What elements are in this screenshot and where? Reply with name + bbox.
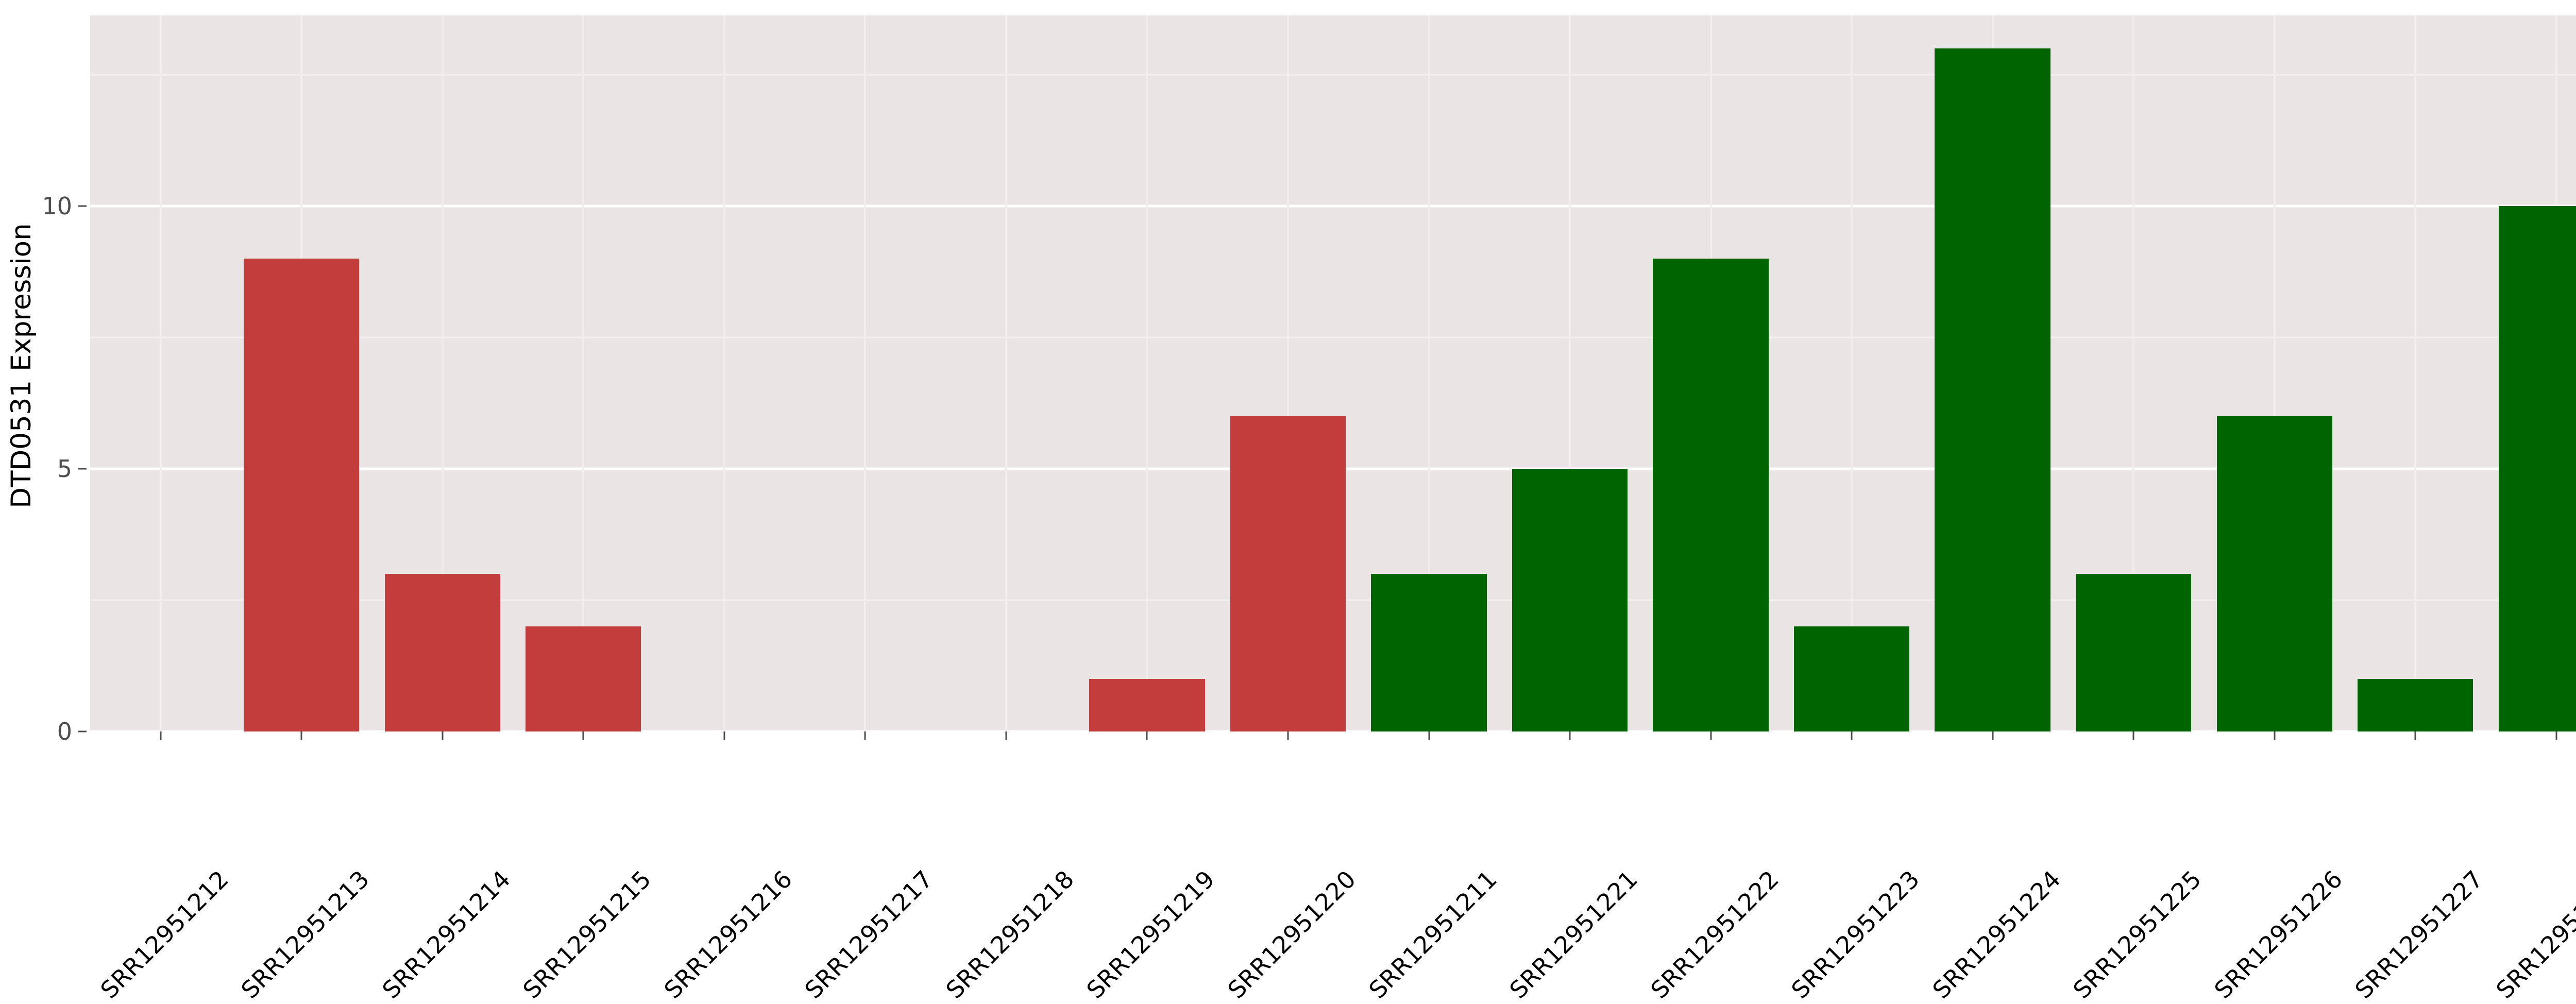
x-tick-label-text: SRR12951217 <box>799 865 939 1004</box>
x-tick-label: SRR12951214 <box>377 746 635 1004</box>
bar <box>1653 259 1769 731</box>
x-tick-label-text: SRR12951222 <box>1645 865 1784 1004</box>
gridline-vertical <box>2273 15 2276 731</box>
x-tick-label-text: SRR12951216 <box>658 865 798 1004</box>
gridline-vertical <box>723 15 725 731</box>
x-tick-mark <box>723 731 725 740</box>
gridline-horizontal-minor <box>90 336 2576 338</box>
y-tick-label: 0 <box>57 718 72 745</box>
bar-chart-figure: DTD0531 Expression 0 5 10 SRR12951212 SRR12… <box>5 15 2576 1004</box>
gridline-vertical <box>159 15 162 731</box>
x-tick-label-text: SRR12951211 <box>1363 865 1502 1004</box>
bar <box>1512 469 1628 731</box>
bar <box>384 574 500 731</box>
x-tick-label: SRR12951227 <box>2350 746 2576 1004</box>
bar <box>1371 574 1487 731</box>
x-tick-label: SRR12951212 <box>95 746 353 1004</box>
x-tick-mark <box>582 731 584 740</box>
x-tick-label: SRR12951213 <box>236 746 494 1004</box>
y-tick-label: 10 <box>42 192 72 220</box>
x-tick-label: SRR12951216 <box>658 746 917 1004</box>
x-tick-label: SRR12951225 <box>2068 746 2326 1004</box>
x-tick-mark <box>864 731 866 740</box>
bar <box>244 259 360 731</box>
bar <box>1089 679 1205 731</box>
x-tick-label: SRR12951220 <box>1222 746 1481 1004</box>
x-tick-label: SRR12951215 <box>518 746 776 1004</box>
x-tick-label: SRR12951224 <box>1927 746 2185 1004</box>
gridline-vertical <box>2414 15 2417 731</box>
x-tick-label-text: SRR12951214 <box>377 865 516 1004</box>
gridline-vertical <box>864 15 867 731</box>
x-tick-label-text: SRR12951221 <box>1504 865 1643 1004</box>
gridline-vertical <box>1146 15 1148 731</box>
bar <box>1935 48 2050 731</box>
x-tick-label-text: SRR12951215 <box>517 865 657 1004</box>
x-tick-label-text: SRR12951219 <box>1081 865 1221 1004</box>
x-tick-label-text: SRR12951227 <box>2349 865 2489 1004</box>
x-tick-mark <box>1287 731 1289 740</box>
x-tick-label-text: SRR12951225 <box>2067 865 2207 1004</box>
gridline-vertical <box>2132 15 2135 731</box>
gridline-vertical <box>1005 15 1007 731</box>
x-tick-label: SRR12951211 <box>1363 746 1621 1004</box>
x-tick-mark <box>2555 731 2557 740</box>
gridline-vertical <box>1428 15 1430 731</box>
x-tick-mark <box>1569 731 1571 740</box>
x-tick-label-text: SRR12951220 <box>1222 865 1362 1004</box>
x-tick-mark <box>2274 731 2276 740</box>
x-tick-label-text: SRR12951223 <box>1786 865 1925 1004</box>
bar <box>2075 574 2192 731</box>
x-tick-label-text: SRR12951228 <box>2490 865 2576 1004</box>
x-tick-label: SRR12951222 <box>1645 746 1903 1004</box>
gridline-horizontal-minor <box>90 74 2576 76</box>
bar <box>2358 679 2473 731</box>
x-tick-mark <box>1851 731 1853 740</box>
gridline-vertical <box>1286 15 1289 731</box>
y-axis-label: DTD0531 Expression <box>5 223 37 508</box>
y-tick-mark <box>78 205 87 207</box>
x-tick-label: SRR12951218 <box>940 746 1199 1004</box>
x-tick-label: SRR12951219 <box>1081 746 1340 1004</box>
gridline-vertical <box>582 15 585 731</box>
x-tick-mark <box>1005 731 1007 740</box>
gridline-vertical <box>1851 15 1853 731</box>
x-tick-mark <box>1710 731 1712 740</box>
bar <box>1230 416 1346 731</box>
bar <box>526 626 641 731</box>
x-tick-mark <box>2132 731 2134 740</box>
x-tick-label: SRR12951221 <box>1504 746 1762 1004</box>
bar <box>2498 206 2576 731</box>
plot-panel <box>90 15 2576 731</box>
x-tick-label: SRR12951223 <box>1786 746 2044 1004</box>
y-tick-mark <box>78 468 87 470</box>
bar <box>1793 626 1910 731</box>
x-tick-mark <box>442 731 444 740</box>
x-tick-label-text: SRR12951213 <box>235 865 375 1004</box>
x-tick-mark <box>300 731 302 740</box>
bar <box>2216 416 2332 731</box>
y-tick-mark <box>78 730 87 733</box>
y-tick-label: 5 <box>57 455 72 483</box>
x-tick-label: SRR12951217 <box>800 746 1058 1004</box>
x-tick-label-text: SRR12951212 <box>95 865 234 1004</box>
x-tick-mark <box>2414 731 2416 740</box>
gridline-vertical <box>1569 15 1571 731</box>
x-tick-mark <box>1992 731 1994 740</box>
gridline-horizontal-major <box>90 205 2576 208</box>
x-tick-mark <box>1428 731 1430 740</box>
x-tick-label-text: SRR12951226 <box>2209 865 2348 1004</box>
x-tick-mark <box>160 731 162 740</box>
x-tick-label-text: SRR12951218 <box>940 865 1079 1004</box>
gridline-vertical <box>441 15 444 731</box>
x-tick-label-text: SRR12951224 <box>1927 865 2066 1004</box>
x-tick-mark <box>1146 731 1148 740</box>
x-tick-label: SRR12951226 <box>2209 746 2467 1004</box>
